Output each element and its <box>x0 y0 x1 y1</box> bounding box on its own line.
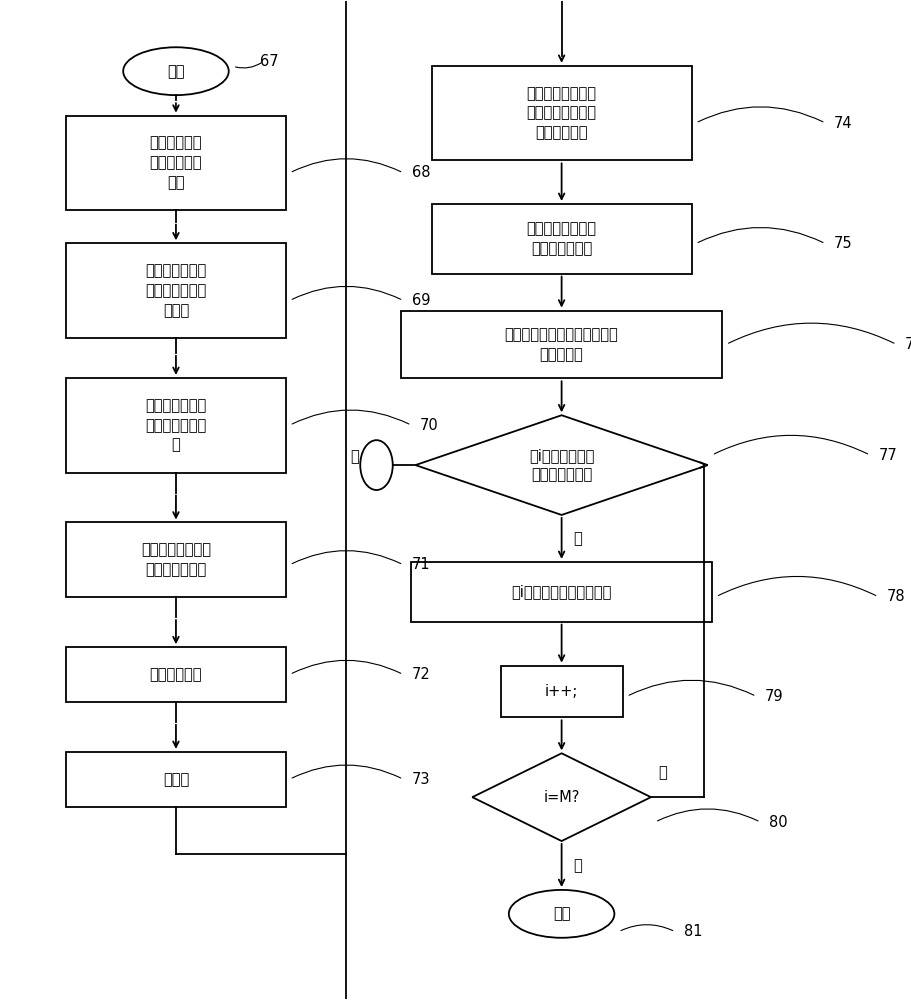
Bar <box>411 562 711 622</box>
Text: 否: 否 <box>658 765 667 780</box>
Text: 封井口: 封井口 <box>163 772 189 787</box>
Text: 第i级编码起爆器开始点火: 第i级编码起爆器开始点火 <box>511 584 611 599</box>
Text: 压裂器串开始下井
（电缆或油管）: 压裂器串开始下井 （电缆或油管） <box>141 542 210 577</box>
Text: 69: 69 <box>412 293 430 308</box>
Text: 73: 73 <box>412 772 430 787</box>
Text: 79: 79 <box>764 689 783 704</box>
Bar <box>67 752 285 807</box>
Bar <box>67 378 285 473</box>
Text: 71: 71 <box>412 557 430 572</box>
Text: 是: 是 <box>573 858 581 873</box>
Bar <box>431 204 691 274</box>
Text: 80: 80 <box>768 815 787 830</box>
Text: 70: 70 <box>419 418 438 433</box>
Text: 第一级编码起爆器满足起爆条
件开始点火: 第一级编码起爆器满足起爆条 件开始点火 <box>504 327 618 362</box>
Text: 从井口向井下环形
空间按设定的起爆
压力台阶加压: 从井口向井下环形 空间按设定的起爆 压力台阶加压 <box>526 86 596 140</box>
Text: 76: 76 <box>904 337 911 352</box>
Text: i=M?: i=M? <box>543 790 579 805</box>
Bar <box>67 116 285 210</box>
Text: 是: 是 <box>573 531 581 546</box>
Ellipse shape <box>360 440 393 490</box>
Text: 75: 75 <box>834 236 852 251</box>
Text: 77: 77 <box>877 448 896 463</box>
Text: 到达压裂层位: 到达压裂层位 <box>149 667 202 682</box>
Text: i++;: i++; <box>545 684 578 699</box>
Bar <box>500 666 622 717</box>
Text: 81: 81 <box>683 924 701 939</box>
Ellipse shape <box>123 47 229 95</box>
Bar <box>67 243 285 338</box>
Ellipse shape <box>508 890 614 938</box>
Text: 顺序装配其他各
级起爆器和压裂
器: 顺序装配其他各 级起爆器和压裂 器 <box>145 398 207 453</box>
Text: 第i级编码起爆器
满足点火条件？: 第i级编码起爆器 满足点火条件？ <box>528 448 594 482</box>
Text: 结束: 结束 <box>552 906 569 921</box>
Text: 72: 72 <box>412 667 430 682</box>
Text: 74: 74 <box>834 116 852 131</box>
Text: 78: 78 <box>885 589 905 604</box>
Text: 各编码起爆器采集
到起爆压力台阶: 各编码起爆器采集 到起爆压力台阶 <box>526 221 596 256</box>
Bar <box>67 522 285 597</box>
Text: 开始: 开始 <box>167 64 185 79</box>
Bar <box>431 66 691 160</box>
Text: 第一级编码起爆
器与第一级压裂
器装配: 第一级编码起爆 器与第一级压裂 器装配 <box>145 263 207 318</box>
Bar <box>401 311 722 378</box>
Bar <box>67 647 285 702</box>
Polygon shape <box>415 415 707 515</box>
Text: 各智能压力编
码起爆器编程
设定: 各智能压力编 码起爆器编程 设定 <box>149 136 202 190</box>
Polygon shape <box>472 753 650 841</box>
Text: 否: 否 <box>350 450 359 465</box>
Text: 68: 68 <box>412 165 430 180</box>
Text: 67: 67 <box>260 54 279 69</box>
